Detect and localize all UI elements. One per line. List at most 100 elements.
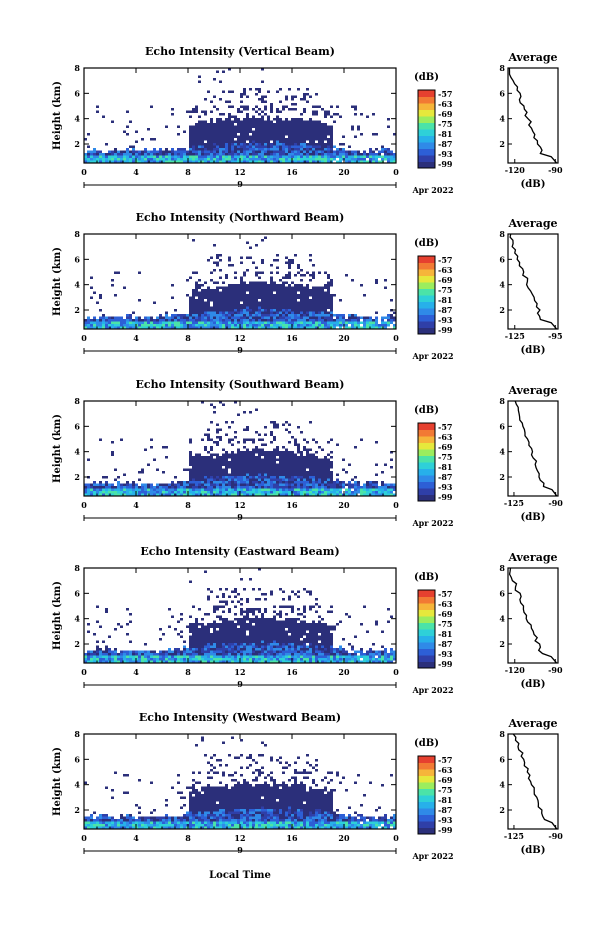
colorbar-tick-label: -93 bbox=[438, 482, 453, 492]
heatmap-cell bbox=[225, 623, 228, 626]
heatmap-cell bbox=[225, 135, 228, 138]
heatmap-cell bbox=[153, 493, 156, 496]
heatmap-cell bbox=[216, 660, 219, 663]
heatmap-cell bbox=[321, 123, 324, 126]
heatmap-cell bbox=[375, 326, 378, 329]
heatmap-cell bbox=[318, 158, 321, 161]
heatmap-cell bbox=[210, 458, 213, 461]
heatmap-cell bbox=[249, 130, 252, 133]
heatmap-cell bbox=[234, 653, 237, 656]
heatmap-cell bbox=[246, 598, 249, 601]
heatmap-cell bbox=[288, 486, 291, 489]
heatmap-cell bbox=[231, 648, 234, 651]
heatmap-cell bbox=[231, 491, 234, 494]
heatmap-cell bbox=[255, 660, 258, 663]
heatmap-cell bbox=[330, 461, 333, 464]
heatmap-cell bbox=[219, 259, 222, 262]
heatmap-cell bbox=[330, 311, 333, 314]
heatmap-cell bbox=[267, 653, 270, 656]
heatmap-cell bbox=[297, 426, 300, 429]
heatmap-cell bbox=[285, 458, 288, 461]
heatmap-cell bbox=[279, 486, 282, 489]
heatmap-cell bbox=[204, 481, 207, 484]
heatmap-cell bbox=[141, 468, 144, 471]
heatmap-cell bbox=[270, 638, 273, 641]
heatmap-cell bbox=[330, 481, 333, 484]
heatmap-cell bbox=[231, 466, 234, 469]
heatmap-cell bbox=[282, 319, 285, 322]
heatmap-cell bbox=[210, 311, 213, 314]
heatmap-cell bbox=[255, 653, 258, 656]
heatmap-cell bbox=[189, 316, 192, 319]
heatmap-cell bbox=[252, 473, 255, 476]
heatmap-cell bbox=[366, 483, 369, 486]
heatmap-cell bbox=[105, 488, 108, 491]
heatmap-cell bbox=[267, 486, 270, 489]
heatmap-cell bbox=[351, 483, 354, 486]
heatmap-cell bbox=[294, 128, 297, 131]
heatmap-cell bbox=[288, 491, 291, 494]
heatmap-cell bbox=[204, 458, 207, 461]
heatmap-cell bbox=[264, 100, 267, 103]
heatmap-cell bbox=[255, 650, 258, 653]
heatmap-cell bbox=[141, 491, 144, 494]
heatmap-cell bbox=[390, 493, 393, 496]
heatmap-cell bbox=[243, 128, 246, 131]
heatmap-cell bbox=[198, 309, 201, 312]
heatmap-cell bbox=[279, 655, 282, 658]
heatmap-cell bbox=[174, 653, 177, 656]
heatmap-cell bbox=[240, 279, 243, 282]
heatmap-cell bbox=[309, 314, 312, 317]
heatmap-cell bbox=[264, 653, 267, 656]
heatmap-cell bbox=[177, 160, 180, 163]
heatmap-cell bbox=[330, 316, 333, 319]
heatmap-cell bbox=[219, 306, 222, 309]
heatmap-cell bbox=[378, 326, 381, 329]
heatmap-cell bbox=[216, 650, 219, 653]
heatmap-cell bbox=[216, 294, 219, 297]
heatmap-cell bbox=[300, 476, 303, 479]
heatmap-cell bbox=[273, 296, 276, 299]
heatmap-cell bbox=[288, 145, 291, 148]
heatmap-cell bbox=[120, 438, 123, 441]
panel-2 bbox=[83, 233, 559, 354]
heatmap-cell bbox=[327, 478, 330, 481]
heatmap-cell bbox=[105, 153, 108, 156]
heatmap-cell bbox=[234, 471, 237, 474]
heatmap-cell bbox=[159, 326, 162, 329]
colorbar-tick-label: -81 bbox=[438, 129, 452, 139]
heatmap-cell bbox=[240, 633, 243, 636]
heatmap-cell bbox=[330, 145, 333, 148]
heatmap-cell bbox=[147, 158, 150, 161]
heatmap-cell bbox=[225, 321, 228, 324]
heatmap-cell bbox=[147, 650, 150, 653]
heatmap-cell bbox=[138, 493, 141, 496]
heatmap-cell bbox=[273, 633, 276, 636]
heatmap-cell bbox=[288, 264, 291, 267]
heatmap-cell bbox=[252, 135, 255, 138]
heatmap-cell bbox=[252, 466, 255, 469]
heatmap-cell bbox=[225, 158, 228, 161]
heatmap-cell bbox=[249, 246, 252, 249]
heatmap-cell bbox=[327, 148, 330, 151]
heatmap-cell bbox=[318, 321, 321, 324]
heatmap-cell bbox=[330, 491, 333, 494]
heatmap-cell bbox=[255, 448, 258, 451]
heatmap-cell bbox=[288, 274, 291, 277]
heatmap-cell bbox=[123, 158, 126, 161]
heatmap-cell bbox=[273, 259, 276, 262]
heatmap-cell bbox=[270, 321, 273, 324]
heatmap-cell bbox=[234, 466, 237, 469]
heatmap-cell bbox=[294, 493, 297, 496]
heatmap-cell bbox=[138, 486, 141, 489]
heatmap-cell bbox=[294, 483, 297, 486]
heatmap-cell bbox=[276, 471, 279, 474]
heatmap-cell bbox=[222, 289, 225, 292]
heatmap-cell bbox=[261, 259, 264, 262]
heatmap-cell bbox=[243, 291, 246, 294]
heatmap-cell bbox=[198, 158, 201, 161]
heatmap-cell bbox=[279, 296, 282, 299]
heatmap-cell bbox=[129, 650, 132, 653]
heatmap-cell bbox=[216, 120, 219, 123]
heatmap-cell bbox=[243, 281, 246, 284]
